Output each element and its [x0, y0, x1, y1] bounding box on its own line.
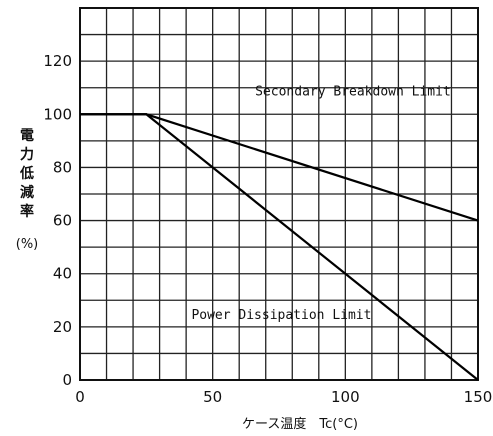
- x-tick-label: 100: [331, 388, 360, 406]
- y-tick-label: 20: [53, 318, 72, 336]
- x-tick-label: 50: [203, 388, 222, 406]
- y-axis-label-char: 電: [20, 127, 34, 144]
- y-tick-label: 0: [62, 371, 72, 389]
- series-annotations: Secondary Breakdown Limit Power Dissipati…: [191, 85, 450, 323]
- series-lines: [80, 113, 479, 381]
- x-axis-label: ケース温度 Tc(°C): [242, 416, 358, 432]
- y-tick-label: 60: [53, 212, 72, 230]
- y-tick-labels: 0 20 40 60 80 100 120: [43, 52, 72, 389]
- y-axis-label-char: 率: [20, 203, 34, 220]
- grid: [80, 8, 478, 380]
- y-axis-label-char: 力: [20, 146, 34, 163]
- x-tick-label: 150: [464, 388, 493, 406]
- x-tick-labels: 0 50 100 150: [75, 388, 492, 406]
- y-tick-label: 40: [53, 265, 72, 283]
- series-line-2: [80, 113, 479, 381]
- y-axis-label-char: 減: [20, 184, 34, 201]
- y-tick-label: 100: [43, 105, 72, 123]
- series-annotation-2: Power Dissipation Limit: [191, 308, 371, 323]
- series-annotation-1: Secondary Breakdown Limit: [255, 85, 451, 100]
- y-tick-label: 80: [53, 158, 72, 176]
- y-axis-label-char: 低: [19, 165, 34, 182]
- plot-border: [79, 7, 479, 381]
- x-tick-label: 0: [75, 388, 85, 406]
- y-axis-unit: (%): [16, 237, 39, 252]
- plot-frame: [79, 7, 479, 381]
- y-tick-label: 120: [43, 52, 72, 70]
